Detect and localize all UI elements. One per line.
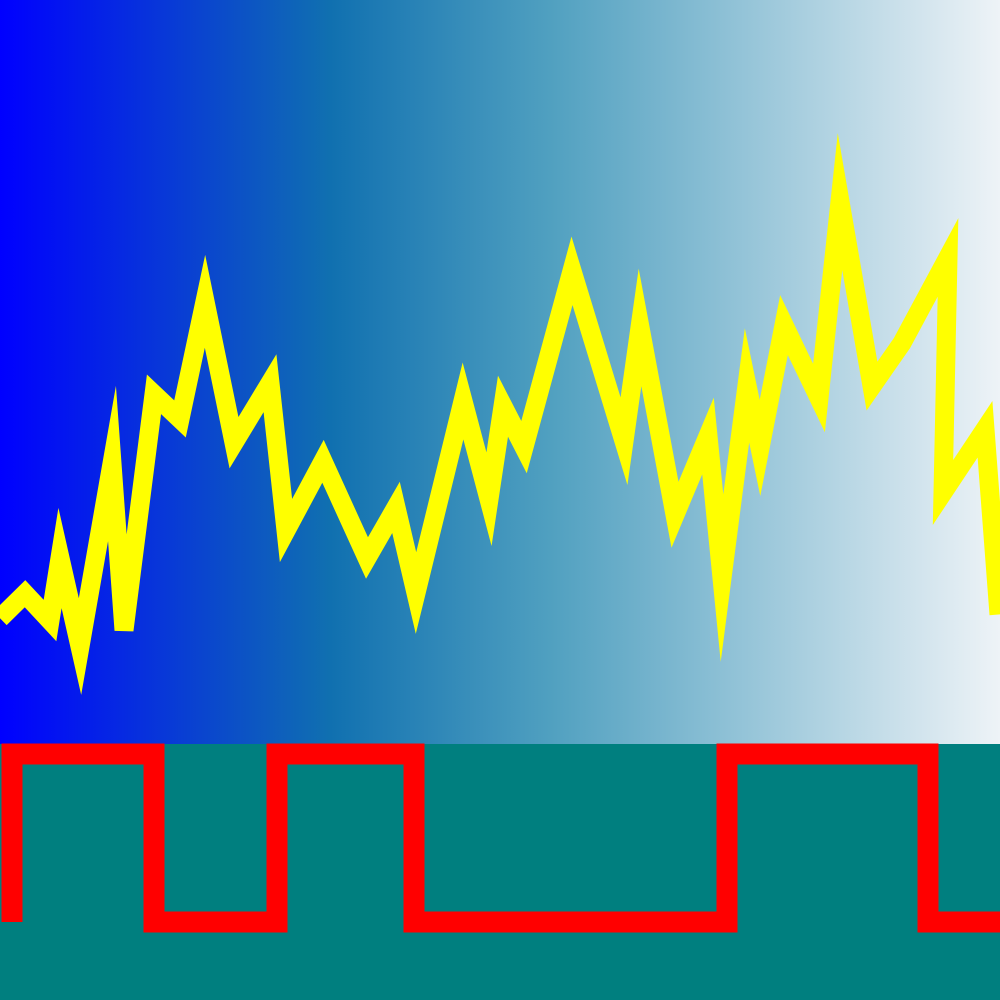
- upper-series-line-0: [0, 133, 1000, 695]
- series-layer: [0, 133, 1000, 933]
- upper-panel-background: [0, 0, 1000, 744]
- lower-step-line-0: [1, 743, 1000, 933]
- lower-panel-background: [0, 744, 1000, 1000]
